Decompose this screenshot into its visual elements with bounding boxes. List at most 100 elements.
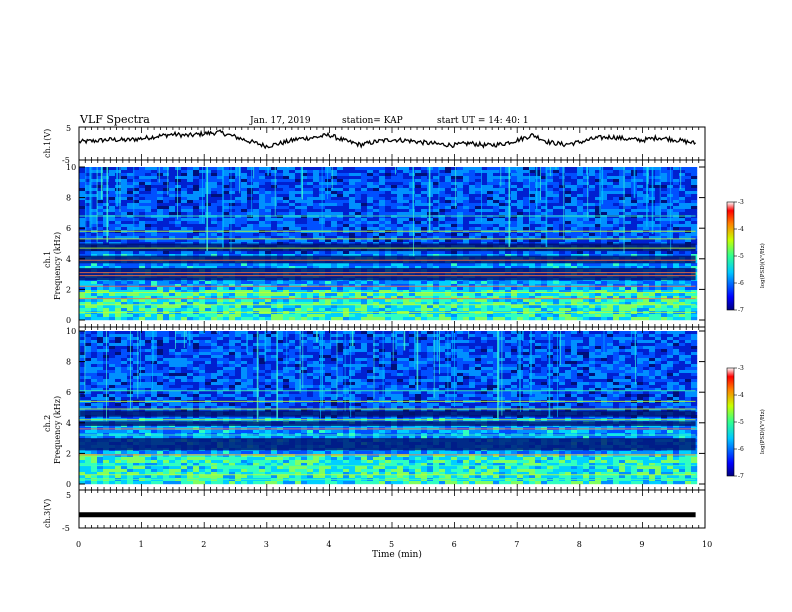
spectrogram-cell	[517, 197, 524, 201]
spectrogram-cell	[319, 239, 326, 243]
spectrogram-cell	[457, 287, 464, 291]
spectrogram-cell	[607, 206, 614, 210]
spectrogram-cell	[673, 185, 680, 189]
spectrogram-cell	[643, 293, 650, 297]
spectrogram-cell	[205, 227, 212, 231]
spectrogram-cell	[415, 170, 422, 174]
spectrogram-cell	[211, 287, 218, 291]
spectrogram-cell	[97, 236, 104, 240]
spectrogram-cell	[397, 188, 404, 192]
spectrogram-cell	[235, 302, 242, 306]
spectrogram-cell	[493, 251, 500, 255]
spectrogram-cell	[127, 167, 134, 171]
spectrogram-cell	[127, 191, 134, 195]
spectrogram-cell	[229, 284, 236, 288]
spectrogram-cell	[259, 209, 266, 213]
spectrogram-cell	[79, 170, 86, 174]
spectrogram-cell	[535, 170, 542, 174]
spectrogram-cell	[499, 221, 506, 225]
spectrogram-cell	[193, 284, 200, 288]
spectrogram-cell	[601, 209, 608, 213]
ch1-waveform-line	[78, 129, 697, 150]
spectrogram-cell	[421, 236, 428, 240]
spectrogram-cell	[121, 263, 128, 267]
spectrogram-cell	[307, 185, 314, 189]
spectrogram-cell	[217, 254, 224, 258]
spectrogram-cell	[565, 191, 572, 195]
spectrogram-cell	[325, 296, 332, 300]
spectrogram-cell	[451, 284, 458, 288]
spectrogram-cell	[565, 176, 572, 180]
spectrogram-cell	[685, 191, 692, 195]
spectrogram-cell	[295, 239, 302, 243]
spectrogram-cell	[529, 227, 536, 231]
spectrogram-cell	[499, 179, 506, 183]
spectrogram-cell	[529, 287, 536, 291]
spectrogram-cell	[589, 293, 596, 297]
spectrogram-cell	[169, 263, 176, 267]
spectrogram-cell	[571, 281, 578, 285]
spectrogram-cell	[619, 284, 626, 288]
spectrogram-cell	[307, 254, 314, 258]
spectrogram-cell	[475, 209, 482, 213]
spectrogram-cell	[475, 236, 482, 240]
spectrogram-cell	[343, 215, 350, 219]
spectrogram-cell	[205, 287, 212, 291]
spectrogram-cell	[691, 296, 698, 300]
spectrogram-cell	[637, 263, 644, 267]
spectrogram-cell	[517, 236, 524, 240]
spectrogram-cell	[523, 281, 530, 285]
spectrogram-cell	[415, 206, 422, 210]
spectrogram-cell	[391, 308, 398, 312]
spectrogram-cell	[559, 239, 566, 243]
spectrogram-cell	[157, 308, 164, 312]
spectrogram-cell	[643, 197, 650, 201]
spectrogram-cell	[109, 227, 116, 231]
spectrogram-cell	[613, 239, 620, 243]
spectrogram-cell	[145, 254, 152, 258]
spectrogram-cell	[583, 182, 590, 186]
spectrogram-cell	[301, 263, 308, 267]
spectrogram-cell	[259, 200, 266, 204]
spectrogram-cell	[355, 191, 362, 195]
spectrogram-cell	[223, 263, 230, 267]
spectrogram-cell	[493, 176, 500, 180]
spectrogram-cell	[277, 293, 284, 297]
spectrogram-cell	[493, 191, 500, 195]
spectrogram-cell	[553, 302, 560, 306]
spectrogram-cell	[139, 224, 146, 228]
spectrogram-cell	[541, 266, 548, 270]
spectrogram-cell	[181, 176, 188, 180]
spectrogram-cell	[157, 236, 164, 240]
spectrogram-cell	[469, 290, 476, 294]
spectrogram-cell	[127, 182, 134, 186]
spectrogram-cell	[505, 200, 512, 204]
spectrogram-cell	[463, 227, 470, 231]
spectrogram-cell	[229, 212, 236, 216]
spectrogram-cell	[403, 215, 410, 219]
spectrogram-cell	[571, 212, 578, 216]
spectrogram-cell	[421, 284, 428, 288]
spectrogram-cell	[571, 224, 578, 228]
spectrogram-cell	[229, 287, 236, 291]
spectrogram-cell	[451, 182, 458, 186]
spectrogram-cell	[295, 305, 302, 309]
spectrogram-cell	[469, 224, 476, 228]
spectrogram-cell	[535, 203, 542, 207]
spectrogram-cell	[115, 233, 122, 237]
spectrogram-cell	[85, 239, 92, 243]
spectrogram-cell	[97, 197, 104, 201]
spectrogram-cell	[655, 200, 662, 204]
spectrogram-cell	[547, 185, 554, 189]
spectrogram-cell	[577, 305, 584, 309]
spectrogram-cell	[337, 191, 344, 195]
spectrogram-cell	[415, 185, 422, 189]
spectrogram-cell	[319, 308, 326, 312]
spectrogram-cell	[169, 167, 176, 171]
spectrogram-cell	[451, 296, 458, 300]
spectrogram-cell	[355, 293, 362, 297]
spectrogram-cell	[631, 296, 638, 300]
spectrogram-cell	[493, 224, 500, 228]
spectrogram-cell	[397, 308, 404, 312]
spectrogram-cell	[691, 212, 698, 216]
